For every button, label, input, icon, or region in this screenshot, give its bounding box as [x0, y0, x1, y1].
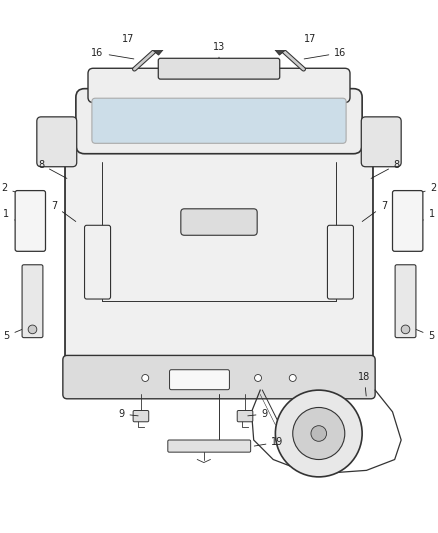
Text: 16: 16	[304, 48, 346, 59]
Circle shape	[401, 325, 410, 334]
Text: 8: 8	[38, 159, 67, 179]
Text: 18: 18	[358, 372, 371, 396]
Circle shape	[215, 375, 223, 382]
Text: 9: 9	[248, 409, 268, 419]
FancyBboxPatch shape	[65, 134, 373, 373]
Text: 16: 16	[92, 48, 134, 59]
Text: 9: 9	[118, 409, 138, 419]
Circle shape	[293, 407, 345, 459]
FancyBboxPatch shape	[22, 265, 43, 337]
FancyBboxPatch shape	[92, 98, 346, 143]
Bar	[274, 41, 290, 55]
FancyBboxPatch shape	[15, 191, 46, 252]
Text: 5: 5	[4, 326, 30, 341]
Text: 8: 8	[371, 159, 400, 179]
FancyBboxPatch shape	[63, 356, 375, 399]
Circle shape	[177, 375, 184, 382]
Text: 17: 17	[304, 34, 316, 44]
FancyBboxPatch shape	[85, 225, 110, 299]
Text: 5: 5	[408, 326, 434, 341]
FancyBboxPatch shape	[170, 370, 230, 390]
Circle shape	[276, 390, 362, 477]
Circle shape	[254, 375, 261, 382]
FancyBboxPatch shape	[328, 225, 353, 299]
Circle shape	[142, 375, 149, 382]
FancyBboxPatch shape	[76, 88, 362, 154]
FancyBboxPatch shape	[181, 209, 257, 235]
Text: 19: 19	[254, 437, 284, 447]
Text: 7: 7	[362, 201, 387, 222]
FancyBboxPatch shape	[133, 410, 149, 422]
Text: 17: 17	[122, 34, 134, 44]
Circle shape	[311, 426, 327, 441]
FancyBboxPatch shape	[237, 410, 253, 422]
Text: 2: 2	[1, 183, 22, 194]
Text: 2: 2	[416, 183, 437, 194]
Bar	[148, 41, 164, 55]
FancyBboxPatch shape	[37, 117, 77, 167]
FancyBboxPatch shape	[158, 58, 280, 79]
FancyBboxPatch shape	[395, 265, 416, 337]
FancyBboxPatch shape	[88, 68, 350, 102]
FancyBboxPatch shape	[168, 440, 251, 452]
Text: 1: 1	[414, 209, 434, 226]
FancyBboxPatch shape	[361, 117, 401, 167]
Text: 1: 1	[4, 209, 24, 226]
Text: 7: 7	[51, 201, 76, 222]
FancyBboxPatch shape	[392, 191, 423, 252]
Circle shape	[28, 325, 37, 334]
Text: 13: 13	[213, 42, 225, 66]
Circle shape	[289, 375, 296, 382]
